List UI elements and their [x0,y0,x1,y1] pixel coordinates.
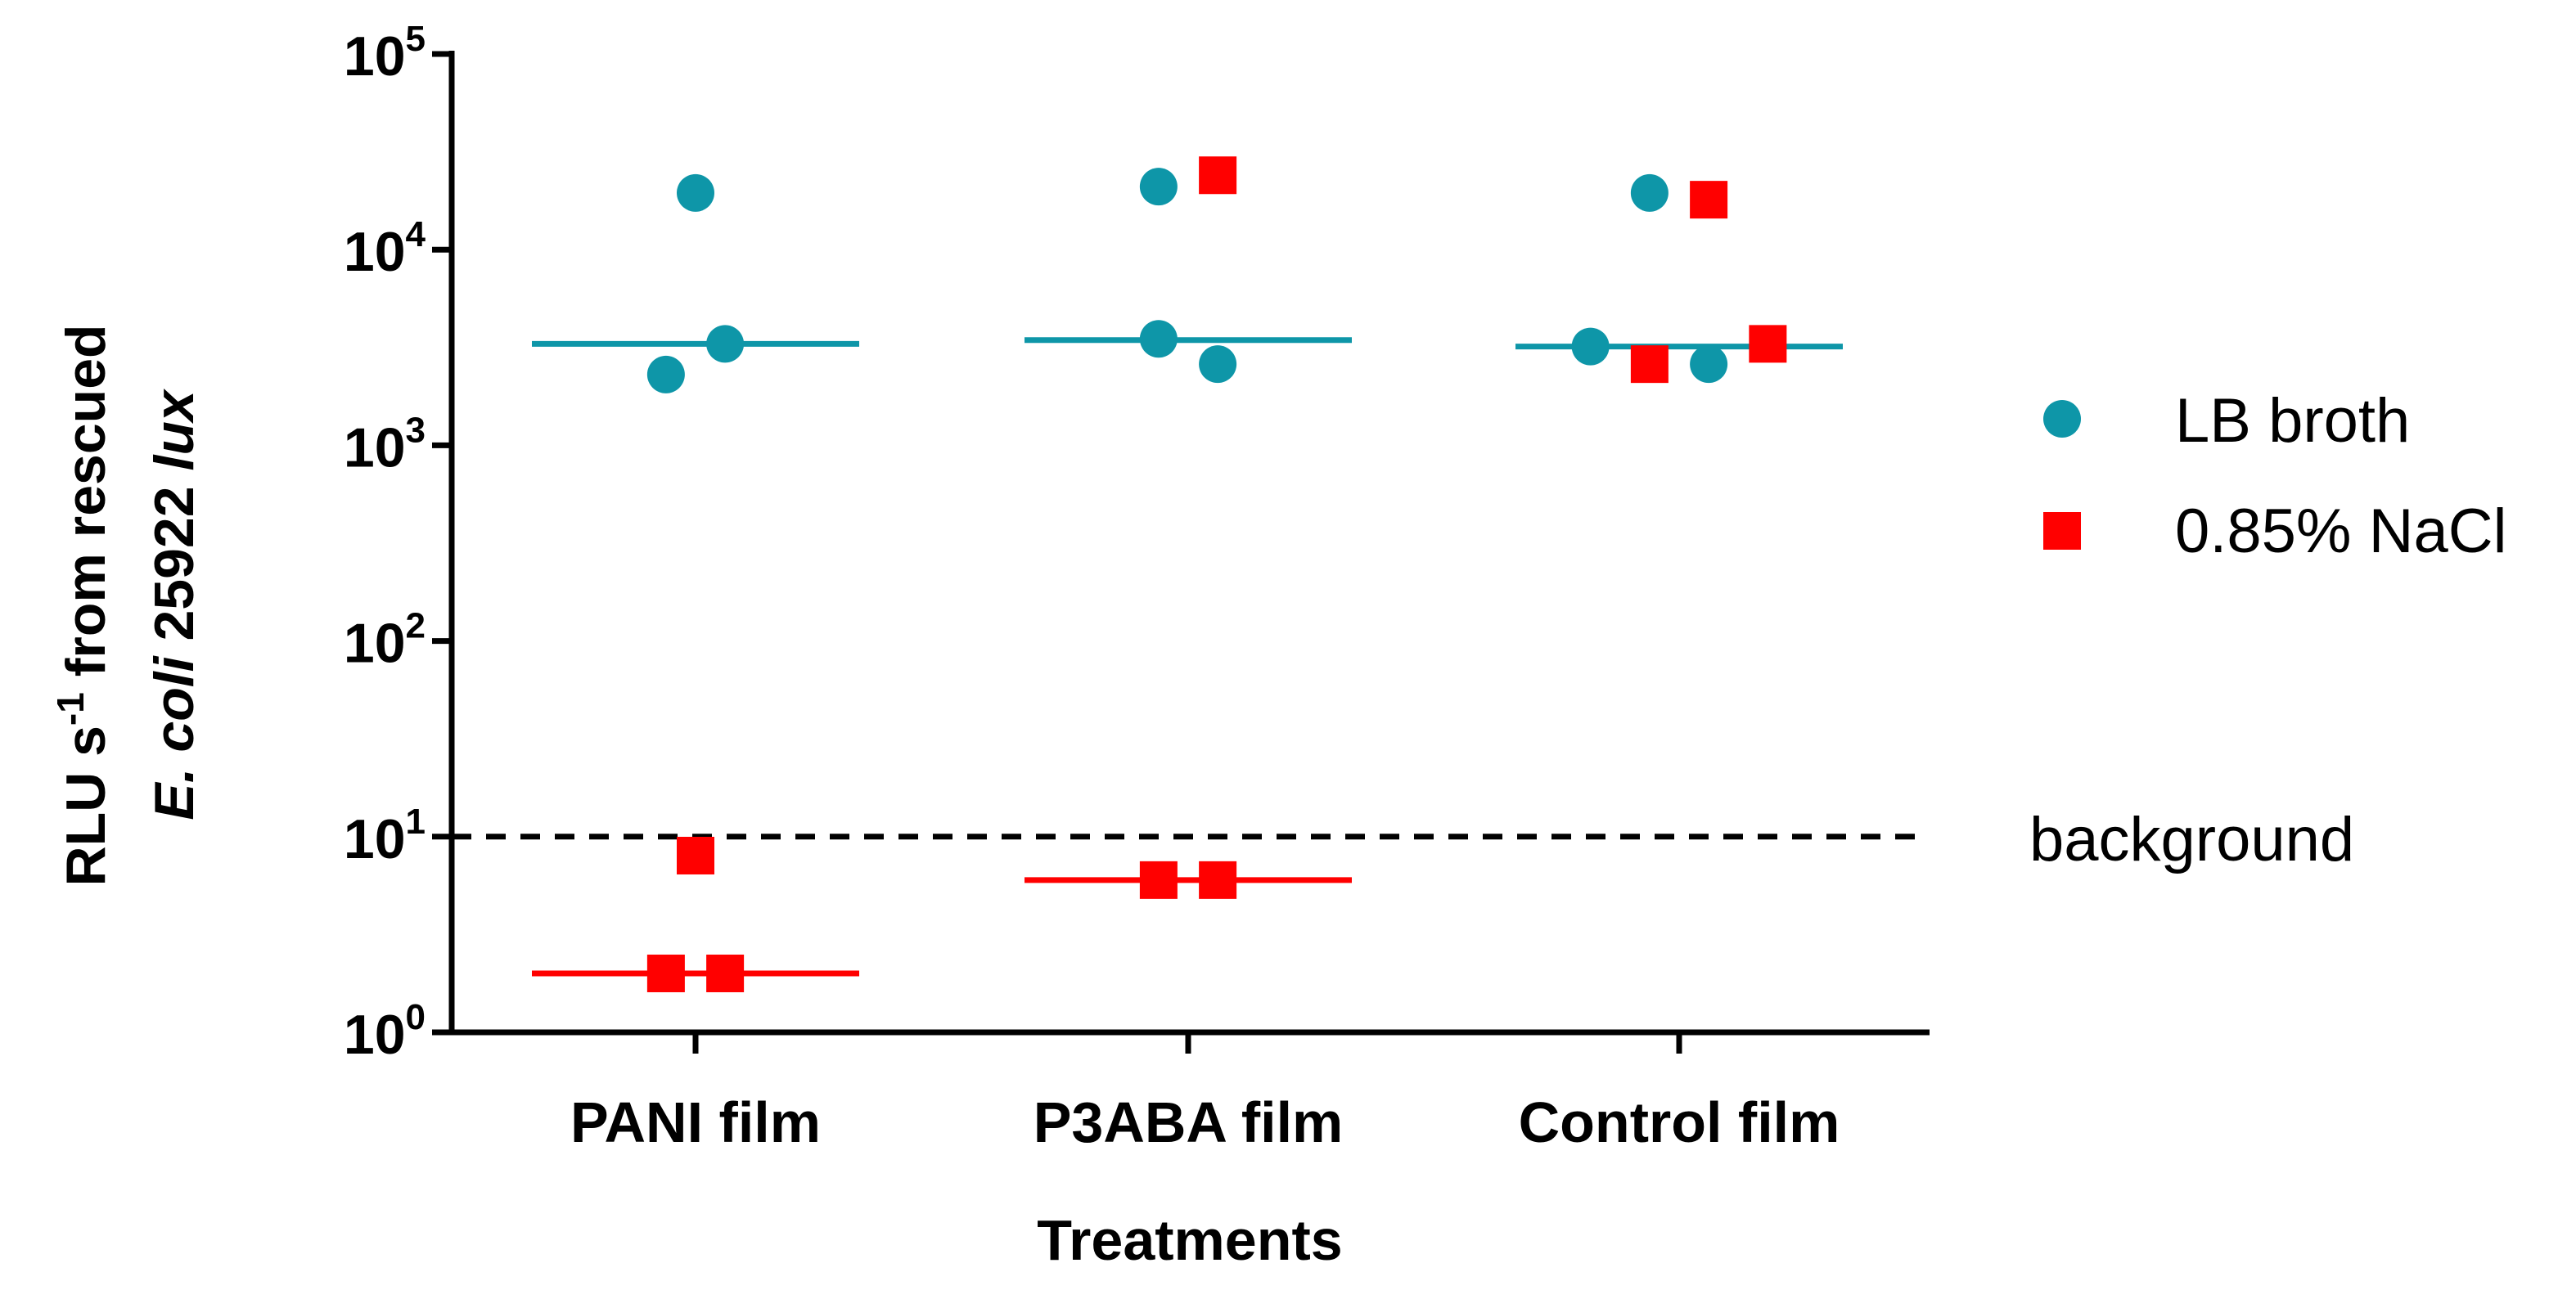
y-tick-label: 104 [344,214,426,283]
plot-area [452,156,1915,992]
svg-text:E. coli 25922 lux: E. coli 25922 lux [143,388,205,820]
data-point-nacl [1199,861,1237,899]
y-tick-label: 103 [344,410,426,479]
y-tick-exponent: 2 [406,606,426,646]
y-title-line2-italic1: E. coli [143,654,205,820]
data-point-nacl [1749,325,1787,363]
y-tick-label: 101 [344,802,426,870]
data-point-nacl [706,954,745,992]
y-tick-label: 102 [344,606,426,675]
y-tick-base: 10 [344,25,406,88]
legend-label-lb-broth: LB broth [2175,386,2410,456]
y-tick-exponent: 5 [406,19,426,59]
data-point-lb-broth [646,355,685,393]
data-point-lb-broth [1199,345,1237,384]
x-category-label: Control film [1519,1090,1840,1154]
legend-label-nacl: 0.85% NaCl [2175,497,2507,566]
data-point-nacl [1630,345,1669,384]
x-axis-ticks: PANI film P3ABA film Control film [570,1032,1840,1154]
x-category-label: PANI film [570,1090,821,1154]
data-point-nacl [1199,156,1237,195]
y-tick-exponent: 3 [406,410,426,450]
data-point-lb-broth [1139,320,1178,358]
data-point-lb-broth [677,173,714,212]
y-tick-base: 10 [344,416,406,479]
data-point-nacl [677,836,714,874]
y-tick-exponent: 4 [406,214,426,254]
y-tick-label: 105 [344,19,426,88]
data-point-nacl [646,954,685,992]
y-tick-base: 10 [344,221,406,283]
y-title-line1-suffix: from rescued [55,324,117,692]
y-tick-label: 100 [344,997,426,1066]
x-axis-title: Treatments [1037,1208,1342,1272]
x-category-label: P3ABA film [1034,1090,1344,1154]
y-tick-base: 10 [344,613,406,675]
y-tick-exponent: 0 [406,997,426,1037]
data-point-lb-broth [1139,168,1178,206]
data-point-nacl [1139,861,1178,899]
y-tick-base: 10 [344,1004,406,1066]
legend-square-marker [2043,512,2081,550]
y-title-line1-sup: -1 [49,692,92,726]
y-title-line1-prefix: RLU s [55,726,117,886]
data-point-nacl [1690,181,1728,219]
svg-text:RLU s-1 from rescued: RLU s-1 from rescued [49,324,117,886]
legend-circle-marker [2043,400,2081,438]
data-point-lb-broth [1690,345,1728,384]
y-title-line2-italic2: lux [143,388,205,470]
y-axis-title: RLU s-1 from rescued E. coli 25922 lux [49,324,205,886]
data-point-lb-broth [706,325,745,363]
y-tick-exponent: 1 [406,802,426,842]
data-point-lb-broth [1571,327,1610,366]
data-point-lb-broth [1630,173,1669,212]
background-label: background [2029,805,2354,874]
y-tick-base: 10 [344,808,406,870]
legend: LB broth 0.85% NaCl [2043,386,2507,566]
y-title-line2-bold: 25922 [143,471,205,657]
